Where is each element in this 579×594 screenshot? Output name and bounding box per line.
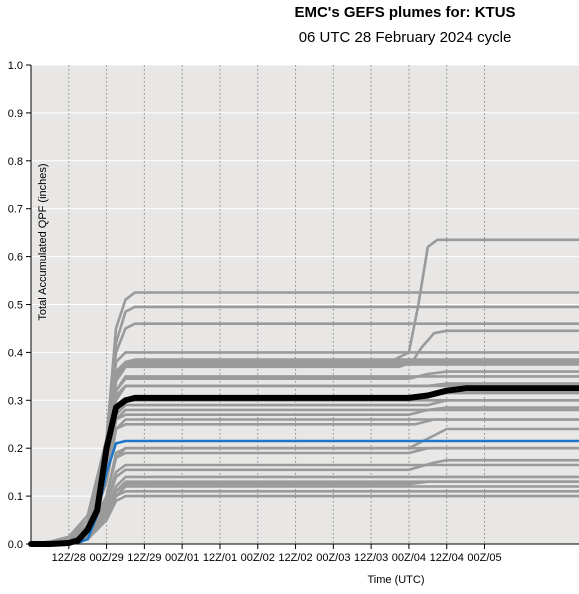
- y-tick-label: 0.1: [8, 491, 23, 503]
- y-tick-label: 1.0: [8, 60, 23, 72]
- x-tick-label: 12Z/03: [354, 552, 388, 564]
- x-tick-label: 00Z/01: [165, 552, 199, 564]
- y-tick-label: 0.7: [8, 204, 23, 216]
- y-tick-label: 0.0: [8, 539, 23, 551]
- x-tick-label: 00Z/04: [392, 552, 426, 564]
- x-tick-label: 00Z/29: [89, 552, 123, 564]
- y-tick-label: 0.5: [8, 300, 23, 312]
- x-tick-label: 12Z/04: [430, 552, 464, 564]
- x-tick-label: 00Z/02: [241, 552, 275, 564]
- x-tick-label: 00Z/03: [316, 552, 350, 564]
- x-tick-label: 12Z/02: [278, 552, 312, 564]
- y-tick-label: 0.2: [8, 443, 23, 455]
- x-tick-label: 12Z/28: [52, 552, 86, 564]
- y-tick-label: 0.9: [8, 108, 23, 120]
- chart-title: EMC's GEFS plumes for: KTUS: [294, 4, 516, 21]
- y-axis-label: Total Accumulated QPF (inches): [37, 163, 49, 320]
- x-axis-label: Time (UTC): [367, 574, 424, 586]
- x-tick-label: 00Z/05: [467, 552, 501, 564]
- y-tick-label: 0.3: [8, 395, 23, 407]
- chart-subtitle: 06 UTC 28 February 2024 cycle: [298, 29, 512, 46]
- y-tick-label: 0.8: [8, 156, 23, 168]
- y-tick-label: 0.6: [8, 252, 23, 264]
- y-tick-label: 0.4: [8, 347, 23, 359]
- x-tick-label: 12Z/01: [203, 552, 237, 564]
- x-tick-label: 12Z/29: [127, 552, 161, 564]
- mean-series-line: [28, 385, 579, 547]
